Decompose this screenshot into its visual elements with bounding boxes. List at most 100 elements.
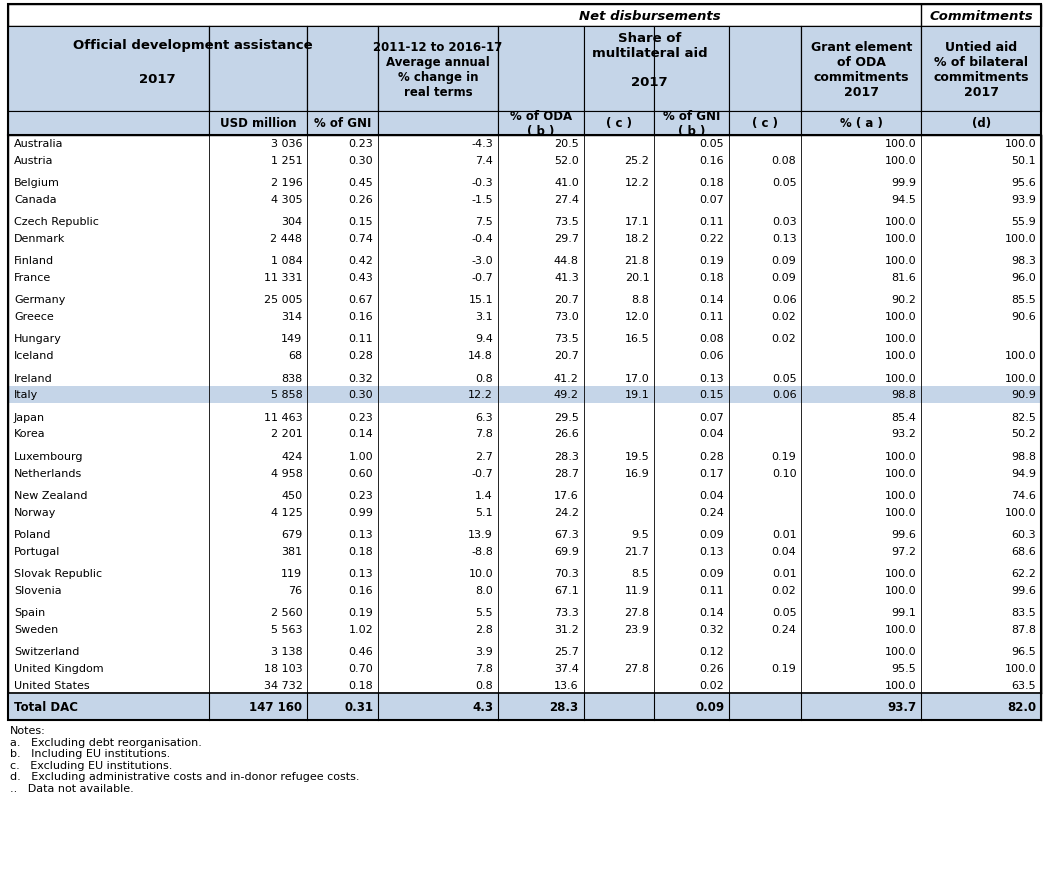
Text: Austria: Austria: [14, 155, 53, 166]
Text: 5 563: 5 563: [271, 624, 302, 634]
Text: 29.5: 29.5: [554, 412, 579, 422]
Text: 49.2: 49.2: [554, 390, 579, 399]
Text: Poland: Poland: [14, 529, 51, 539]
Text: 0.09: 0.09: [772, 273, 796, 283]
Text: 4 125: 4 125: [271, 507, 302, 517]
Text: Grant element
of ODA
commitments
2017: Grant element of ODA commitments 2017: [811, 40, 912, 98]
Text: 90.2: 90.2: [892, 295, 916, 305]
Text: 97.2: 97.2: [892, 546, 916, 556]
Bar: [8, 403, 1041, 409]
Text: 12.0: 12.0: [625, 312, 649, 321]
Bar: [8, 253, 1041, 270]
Text: 27.8: 27.8: [624, 663, 649, 673]
Text: 41.0: 41.0: [554, 178, 579, 188]
Text: 100.0: 100.0: [884, 255, 916, 266]
Bar: [8, 286, 1041, 291]
Text: 20.5: 20.5: [554, 139, 579, 148]
Text: New Zealand: New Zealand: [14, 490, 87, 500]
Text: 100.0: 100.0: [884, 468, 916, 478]
Text: Canada: Canada: [14, 195, 57, 205]
Text: 100.0: 100.0: [884, 155, 916, 166]
Text: 0.26: 0.26: [348, 195, 373, 205]
Text: 0.02: 0.02: [772, 334, 796, 344]
Text: 18 103: 18 103: [263, 663, 302, 673]
Text: Czech Republic: Czech Republic: [14, 217, 99, 227]
Text: 1 251: 1 251: [271, 155, 302, 166]
Text: 0.01: 0.01: [772, 529, 796, 539]
Text: -0.7: -0.7: [471, 468, 493, 478]
Text: 95.5: 95.5: [892, 663, 916, 673]
Text: 0.13: 0.13: [348, 568, 373, 579]
Text: 0.46: 0.46: [348, 646, 373, 657]
Text: 0.67: 0.67: [348, 295, 373, 305]
Text: 95.6: 95.6: [1011, 178, 1036, 188]
Text: 0.04: 0.04: [700, 490, 724, 500]
Text: Portugal: Portugal: [14, 546, 61, 556]
Text: 25 005: 25 005: [263, 295, 302, 305]
Text: 450: 450: [281, 490, 302, 500]
Text: 0.18: 0.18: [348, 546, 373, 556]
Bar: [8, 481, 1041, 486]
Text: -8.8: -8.8: [471, 546, 493, 556]
Text: 0.14: 0.14: [348, 429, 373, 439]
Text: 100.0: 100.0: [884, 234, 916, 243]
Text: 0.10: 0.10: [772, 468, 796, 478]
Text: 0.28: 0.28: [700, 451, 724, 461]
Text: ( c ): ( c ): [606, 117, 633, 130]
Text: 100.0: 100.0: [884, 451, 916, 461]
Text: 100.0: 100.0: [884, 680, 916, 690]
Bar: [379, 112, 498, 135]
Text: 8.5: 8.5: [631, 568, 649, 579]
Text: Finland: Finland: [14, 255, 55, 266]
Text: 0.05: 0.05: [700, 139, 724, 148]
Text: 9.5: 9.5: [631, 529, 649, 539]
Text: 2011-12 to 2016-17
Average annual
% change in
real terms: 2011-12 to 2016-17 Average annual % chan…: [373, 40, 502, 98]
Text: 93.9: 93.9: [1011, 195, 1036, 205]
Text: a.   Excluding debt reorganisation.: a. Excluding debt reorganisation.: [10, 737, 201, 747]
Bar: [8, 5, 1041, 720]
Text: 0.42: 0.42: [348, 255, 373, 266]
Text: 0.23: 0.23: [348, 412, 373, 422]
Bar: [801, 112, 921, 135]
Bar: [729, 27, 801, 112]
Text: 19.5: 19.5: [625, 451, 649, 461]
Text: 0.14: 0.14: [700, 295, 724, 305]
Text: 0.60: 0.60: [348, 468, 373, 478]
Text: Switzerland: Switzerland: [14, 646, 80, 657]
Text: 100.0: 100.0: [884, 312, 916, 321]
Text: 1.02: 1.02: [348, 624, 373, 634]
Text: 96.5: 96.5: [1011, 646, 1036, 657]
Text: 19.1: 19.1: [625, 390, 649, 399]
Text: 100.0: 100.0: [1004, 139, 1036, 148]
Text: 41.3: 41.3: [554, 273, 579, 283]
Text: Hungary: Hungary: [14, 334, 62, 344]
Text: 0.02: 0.02: [772, 312, 796, 321]
Bar: [210, 112, 307, 135]
Bar: [8, 112, 210, 135]
Text: 85.5: 85.5: [1011, 295, 1036, 305]
Text: 9.4: 9.4: [475, 334, 493, 344]
Text: Official development assistance: Official development assistance: [73, 40, 313, 52]
Text: 0.13: 0.13: [772, 234, 796, 243]
Text: 0.05: 0.05: [772, 178, 796, 188]
Bar: [8, 565, 1041, 582]
Bar: [8, 325, 1041, 331]
Text: 0.13: 0.13: [348, 529, 373, 539]
Text: 29.7: 29.7: [554, 234, 579, 243]
Text: 27.4: 27.4: [554, 195, 579, 205]
Bar: [8, 386, 1041, 403]
Text: -1.5: -1.5: [471, 195, 493, 205]
Bar: [8, 348, 1041, 364]
Text: 0.05: 0.05: [772, 373, 796, 383]
Text: 0.74: 0.74: [348, 234, 373, 243]
Text: United Kingdom: United Kingdom: [14, 663, 104, 673]
Text: 70.3: 70.3: [554, 568, 579, 579]
Text: 69.9: 69.9: [554, 546, 579, 556]
Text: 381: 381: [281, 546, 302, 556]
Bar: [8, 677, 1041, 694]
Text: 20.7: 20.7: [554, 351, 579, 361]
Text: Korea: Korea: [14, 429, 45, 439]
Text: 85.4: 85.4: [892, 412, 916, 422]
Bar: [8, 543, 1041, 559]
Text: 147 160: 147 160: [250, 701, 302, 714]
